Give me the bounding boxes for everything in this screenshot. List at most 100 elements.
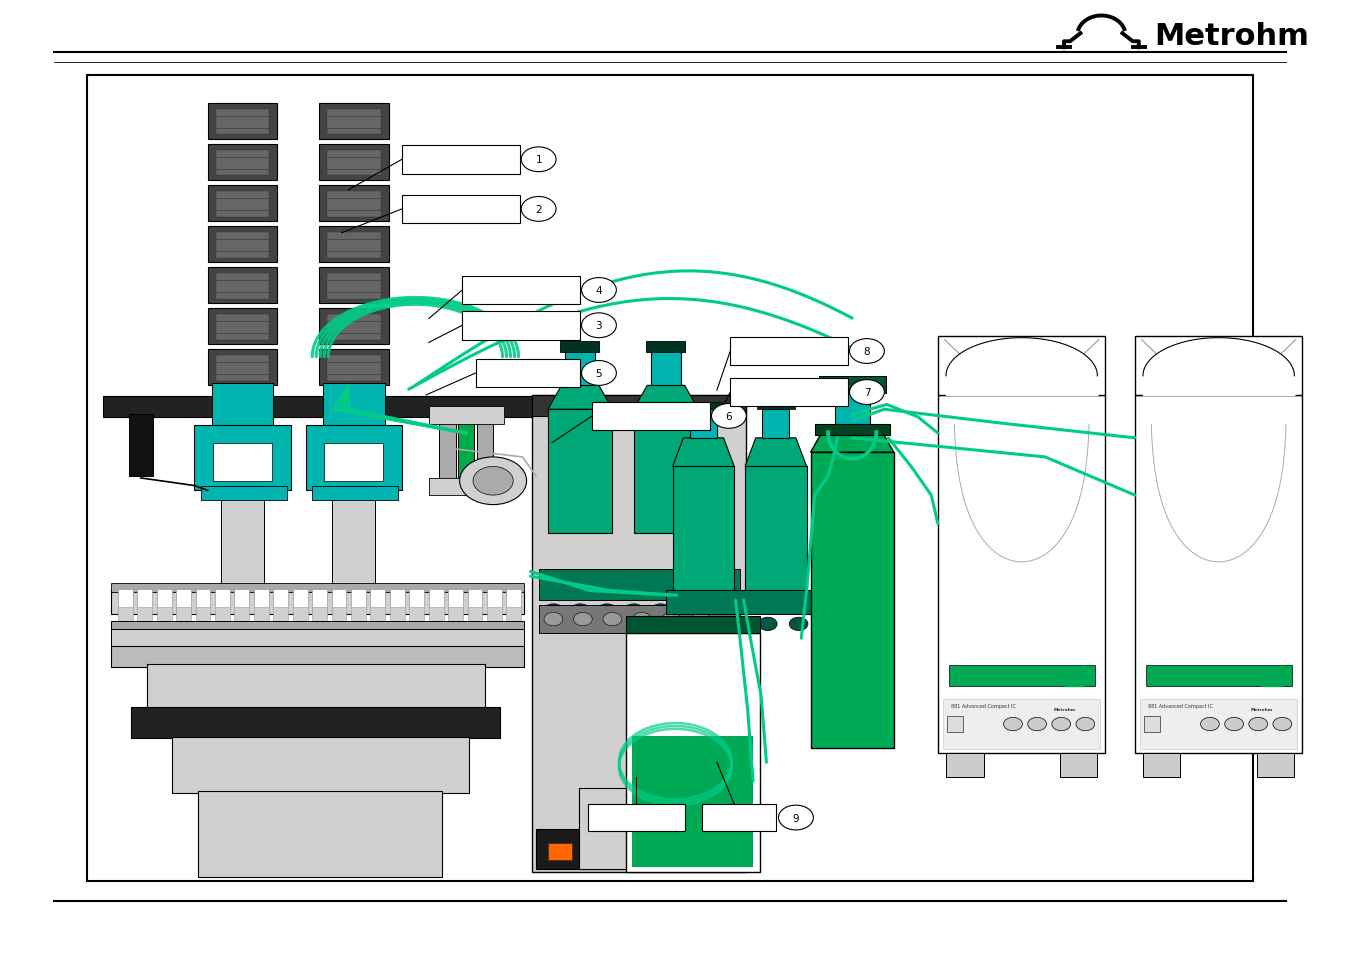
Bar: [632, 736, 753, 867]
Bar: [208, 104, 277, 140]
Bar: [177, 607, 190, 624]
Bar: [944, 700, 1100, 749]
Circle shape: [1224, 718, 1243, 731]
Bar: [351, 589, 366, 608]
Bar: [196, 589, 211, 608]
Bar: [409, 589, 424, 608]
Bar: [201, 486, 286, 500]
Bar: [208, 350, 277, 386]
Bar: [131, 707, 500, 739]
Bar: [327, 192, 381, 217]
Bar: [111, 591, 524, 615]
Bar: [216, 110, 270, 135]
Polygon shape: [672, 438, 734, 467]
Bar: [332, 486, 375, 596]
Circle shape: [1027, 718, 1046, 731]
Bar: [1135, 395, 1303, 753]
Bar: [324, 443, 383, 481]
Circle shape: [697, 618, 716, 631]
Bar: [810, 453, 894, 748]
Bar: [536, 829, 743, 869]
Polygon shape: [745, 438, 807, 467]
Bar: [216, 314, 270, 340]
Bar: [117, 607, 132, 624]
Bar: [235, 589, 250, 608]
Bar: [1146, 665, 1292, 686]
Text: 8: 8: [864, 347, 871, 356]
Bar: [198, 791, 443, 877]
Text: 9: 9: [792, 813, 799, 822]
Circle shape: [703, 604, 725, 619]
Bar: [458, 412, 474, 488]
Circle shape: [790, 618, 809, 631]
Circle shape: [649, 604, 671, 619]
Bar: [548, 843, 572, 861]
Bar: [208, 268, 277, 304]
Circle shape: [849, 380, 884, 405]
Bar: [938, 395, 1106, 753]
Bar: [103, 396, 545, 417]
Bar: [745, 467, 807, 591]
Bar: [216, 233, 270, 258]
Bar: [539, 605, 740, 634]
Text: 2: 2: [536, 205, 541, 214]
Bar: [730, 337, 848, 366]
Bar: [651, 350, 680, 386]
Bar: [332, 607, 347, 624]
Bar: [273, 589, 288, 608]
Bar: [327, 355, 381, 381]
Bar: [216, 355, 270, 381]
Bar: [626, 634, 760, 872]
Text: Metrohm: Metrohm: [1053, 707, 1076, 711]
Bar: [448, 607, 463, 624]
Bar: [487, 589, 502, 608]
Bar: [273, 607, 288, 624]
Bar: [402, 195, 520, 224]
Bar: [539, 570, 740, 600]
Bar: [467, 589, 482, 608]
Text: 4: 4: [595, 286, 602, 295]
Bar: [319, 145, 389, 181]
Bar: [157, 607, 171, 624]
Bar: [254, 607, 269, 624]
Circle shape: [544, 613, 563, 626]
Bar: [215, 607, 230, 624]
Circle shape: [1273, 718, 1292, 731]
Bar: [111, 583, 524, 593]
Bar: [616, 843, 639, 861]
Circle shape: [779, 805, 813, 830]
Text: 3: 3: [595, 321, 602, 331]
Bar: [566, 350, 595, 386]
Bar: [429, 407, 504, 424]
Bar: [941, 338, 1103, 394]
Circle shape: [574, 613, 593, 626]
Text: Metrohm: Metrohm: [1250, 707, 1273, 711]
Bar: [475, 359, 580, 388]
Bar: [390, 607, 405, 624]
Bar: [319, 350, 389, 386]
Circle shape: [728, 618, 747, 631]
Text: 881 Advanced Compact IC: 881 Advanced Compact IC: [1149, 703, 1214, 708]
Text: 881 Advanced Compact IC: 881 Advanced Compact IC: [952, 703, 1017, 708]
Bar: [390, 589, 405, 608]
Bar: [221, 486, 265, 596]
Bar: [593, 402, 710, 431]
Bar: [216, 192, 270, 217]
Bar: [477, 412, 493, 488]
Bar: [834, 391, 869, 429]
Bar: [672, 467, 734, 591]
Bar: [319, 104, 389, 140]
Bar: [949, 665, 1095, 686]
Bar: [327, 274, 381, 299]
Bar: [88, 76, 1253, 882]
Bar: [111, 646, 524, 667]
Bar: [196, 607, 211, 624]
Bar: [1257, 753, 1295, 777]
Circle shape: [570, 604, 591, 619]
Bar: [429, 589, 444, 608]
Circle shape: [711, 404, 747, 429]
Bar: [117, 589, 132, 608]
Circle shape: [624, 604, 644, 619]
Bar: [215, 589, 230, 608]
Bar: [293, 607, 308, 624]
